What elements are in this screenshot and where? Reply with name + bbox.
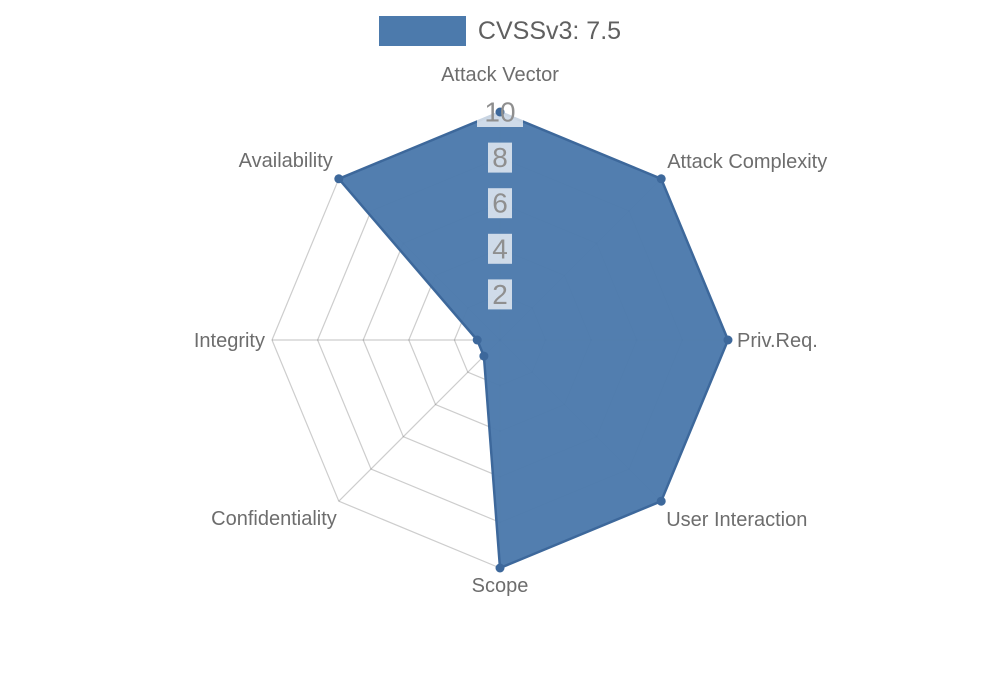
tick-label-8: 8 xyxy=(492,142,508,173)
data-point-scope xyxy=(495,563,505,573)
data-point-attack-complexity xyxy=(656,174,666,184)
data-point-priv-req xyxy=(723,335,733,345)
data-point-confidentiality xyxy=(479,351,489,361)
tick-label-6: 6 xyxy=(492,188,508,219)
tick-label-4: 4 xyxy=(492,233,508,264)
tick-backdrop-2 xyxy=(488,279,512,310)
legend-swatch xyxy=(378,16,466,46)
axis-spoke-confidentiality xyxy=(338,339,501,502)
tick-backdrop-6 xyxy=(488,188,512,219)
tick-label-10: 10 xyxy=(484,97,515,128)
axis-label-availability: Availability xyxy=(239,150,333,172)
data-point-attack-vector xyxy=(495,107,505,117)
legend-label: CVSSv3: 7.5 xyxy=(477,16,622,45)
axis-label-attack-complexity: Attack Complexity xyxy=(667,151,827,173)
tick-backdrop-4 xyxy=(488,233,512,264)
axis-label-user-interaction: User Interaction xyxy=(666,509,807,531)
data-point-availability xyxy=(334,174,344,184)
axis-label-scope: Scope xyxy=(472,575,529,597)
data-point-integrity xyxy=(472,335,482,345)
axis-label-attack-vector: Attack Vector xyxy=(441,64,559,86)
axis-label-priv-req: Priv.Req. xyxy=(737,330,818,352)
chart-legend[interactable]: CVSSv3: 7.5 xyxy=(0,16,1000,46)
axis-label-integrity: Integrity xyxy=(194,330,265,352)
tick-label-2: 2 xyxy=(492,279,508,310)
axis-label-confidentiality: Confidentiality xyxy=(211,508,337,530)
tick-backdrop-8 xyxy=(488,142,512,173)
data-point-user-interaction xyxy=(656,496,666,506)
